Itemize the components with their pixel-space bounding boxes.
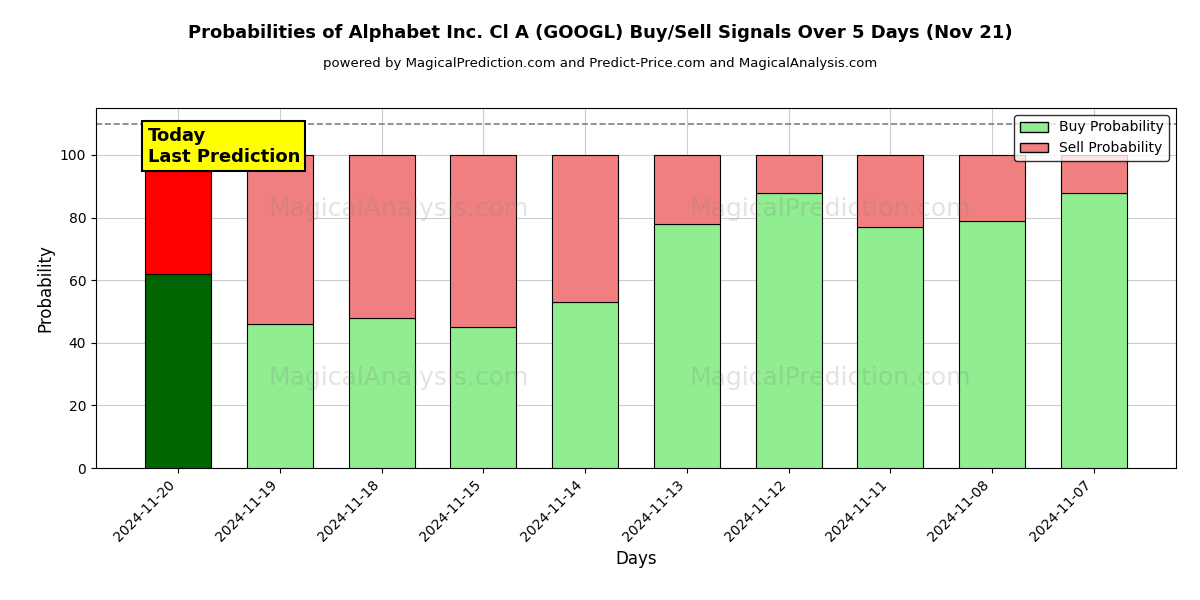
Bar <box>959 155 1025 221</box>
Bar <box>756 193 822 468</box>
Y-axis label: Probability: Probability <box>36 244 54 332</box>
Text: MagicalAnalysis.com: MagicalAnalysis.com <box>269 366 528 390</box>
Bar <box>145 155 211 274</box>
Bar <box>247 155 313 324</box>
Text: MagicalAnalysis.com: MagicalAnalysis.com <box>269 197 528 221</box>
Bar <box>654 155 720 224</box>
Bar <box>959 221 1025 468</box>
Bar <box>857 155 924 227</box>
Bar <box>857 227 924 468</box>
Text: Probabilities of Alphabet Inc. Cl A (GOOGL) Buy/Sell Signals Over 5 Days (Nov 21: Probabilities of Alphabet Inc. Cl A (GOO… <box>187 24 1013 42</box>
Bar <box>450 155 516 327</box>
Bar <box>1061 155 1127 193</box>
Bar <box>348 155 415 318</box>
Text: Today
Last Prediction: Today Last Prediction <box>148 127 300 166</box>
Bar <box>756 155 822 193</box>
Legend: Buy Probability, Sell Probability: Buy Probability, Sell Probability <box>1014 115 1169 161</box>
Bar <box>145 274 211 468</box>
Bar <box>1061 193 1127 468</box>
Text: MagicalPrediction.com: MagicalPrediction.com <box>690 366 971 390</box>
X-axis label: Days: Days <box>616 550 656 568</box>
Bar <box>552 302 618 468</box>
Bar <box>247 324 313 468</box>
Text: powered by MagicalPrediction.com and Predict-Price.com and MagicalAnalysis.com: powered by MagicalPrediction.com and Pre… <box>323 57 877 70</box>
Text: MagicalPrediction.com: MagicalPrediction.com <box>690 197 971 221</box>
Bar <box>552 155 618 302</box>
Bar <box>348 318 415 468</box>
Bar <box>450 327 516 468</box>
Bar <box>654 224 720 468</box>
